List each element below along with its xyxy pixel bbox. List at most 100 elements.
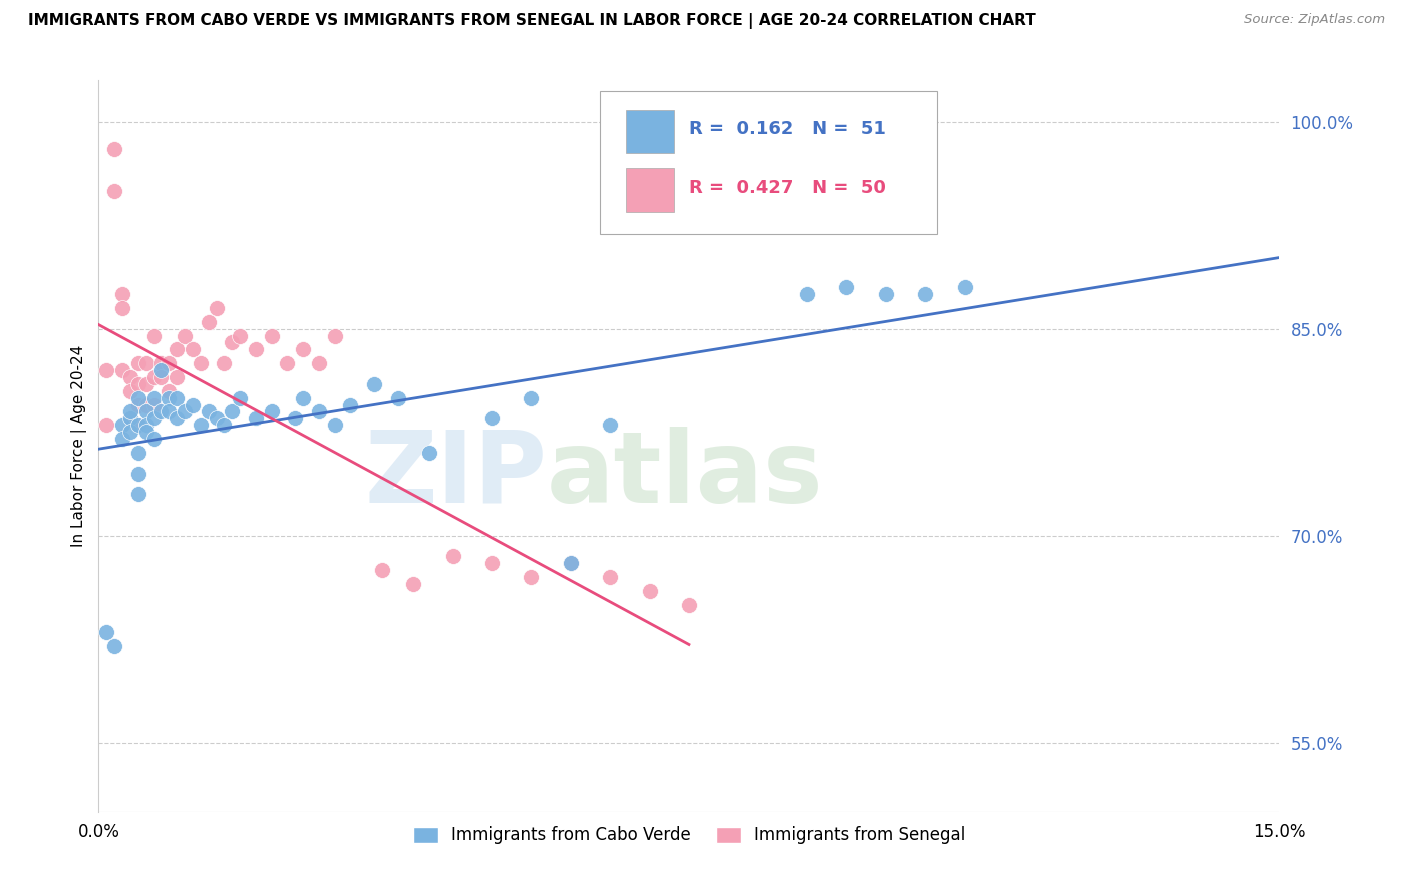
Point bbox=[520, 391, 543, 405]
Point bbox=[197, 404, 219, 418]
Point bbox=[835, 280, 858, 294]
Point bbox=[135, 376, 157, 391]
Point bbox=[142, 328, 165, 343]
Point bbox=[678, 598, 700, 612]
Point bbox=[118, 411, 141, 425]
Point bbox=[953, 280, 976, 294]
Point bbox=[875, 287, 897, 301]
Point bbox=[292, 391, 315, 405]
Point bbox=[560, 557, 582, 571]
Point bbox=[323, 328, 346, 343]
Point bbox=[127, 418, 149, 433]
Point bbox=[190, 418, 212, 433]
Point bbox=[229, 391, 252, 405]
Point bbox=[127, 356, 149, 370]
Point bbox=[103, 184, 125, 198]
FancyBboxPatch shape bbox=[600, 91, 936, 234]
Point bbox=[111, 432, 134, 446]
Point bbox=[166, 370, 188, 384]
Point bbox=[96, 363, 118, 377]
Point bbox=[481, 557, 503, 571]
Point bbox=[205, 411, 228, 425]
Point bbox=[135, 418, 157, 433]
Point bbox=[157, 356, 180, 370]
Text: Source: ZipAtlas.com: Source: ZipAtlas.com bbox=[1244, 13, 1385, 27]
Point bbox=[127, 398, 149, 412]
Point bbox=[118, 411, 141, 425]
Point bbox=[135, 425, 157, 440]
Point bbox=[111, 287, 134, 301]
Point bbox=[284, 411, 307, 425]
Point bbox=[111, 363, 134, 377]
Point bbox=[402, 577, 425, 591]
Point bbox=[127, 467, 149, 481]
Point bbox=[292, 343, 315, 357]
Text: ZIP: ZIP bbox=[364, 426, 547, 524]
Point bbox=[118, 370, 141, 384]
Point bbox=[127, 446, 149, 460]
Point bbox=[339, 398, 361, 412]
Point bbox=[638, 583, 661, 598]
Point bbox=[308, 356, 330, 370]
Point bbox=[111, 418, 134, 433]
Point bbox=[260, 404, 283, 418]
Point bbox=[103, 639, 125, 653]
Point bbox=[214, 356, 236, 370]
Point bbox=[166, 411, 188, 425]
Point bbox=[174, 328, 197, 343]
Point bbox=[157, 404, 180, 418]
Point bbox=[150, 404, 173, 418]
Point bbox=[599, 418, 621, 433]
Point bbox=[157, 391, 180, 405]
Point bbox=[127, 487, 149, 501]
Point bbox=[127, 376, 149, 391]
Point bbox=[221, 335, 243, 350]
Point bbox=[418, 446, 440, 460]
Point bbox=[481, 411, 503, 425]
Text: atlas: atlas bbox=[547, 426, 824, 524]
Point bbox=[347, 846, 370, 860]
Point bbox=[127, 418, 149, 433]
Point bbox=[142, 398, 165, 412]
Point bbox=[157, 384, 180, 398]
Point bbox=[142, 391, 165, 405]
Point bbox=[441, 549, 464, 564]
FancyBboxPatch shape bbox=[626, 110, 673, 153]
Point bbox=[229, 328, 252, 343]
Point bbox=[520, 570, 543, 584]
Point bbox=[135, 404, 157, 418]
Point bbox=[96, 418, 118, 433]
Text: R =  0.162   N =  51: R = 0.162 N = 51 bbox=[689, 120, 886, 138]
Point bbox=[142, 432, 165, 446]
Point bbox=[205, 301, 228, 315]
Y-axis label: In Labor Force | Age 20-24: In Labor Force | Age 20-24 bbox=[72, 345, 87, 547]
FancyBboxPatch shape bbox=[626, 168, 673, 212]
Point bbox=[103, 142, 125, 156]
Point bbox=[135, 356, 157, 370]
Point bbox=[118, 425, 141, 440]
Point bbox=[190, 356, 212, 370]
Legend: Immigrants from Cabo Verde, Immigrants from Senegal: Immigrants from Cabo Verde, Immigrants f… bbox=[406, 820, 972, 851]
Point bbox=[142, 411, 165, 425]
Text: IMMIGRANTS FROM CABO VERDE VS IMMIGRANTS FROM SENEGAL IN LABOR FORCE | AGE 20-24: IMMIGRANTS FROM CABO VERDE VS IMMIGRANTS… bbox=[28, 13, 1036, 29]
Point bbox=[323, 418, 346, 433]
Point bbox=[166, 391, 188, 405]
Point bbox=[796, 287, 818, 301]
Point bbox=[371, 563, 394, 577]
Point bbox=[111, 301, 134, 315]
Point bbox=[308, 404, 330, 418]
Point bbox=[560, 557, 582, 571]
Point bbox=[599, 570, 621, 584]
Point bbox=[181, 398, 204, 412]
Point bbox=[118, 404, 141, 418]
Point bbox=[166, 343, 188, 357]
Point bbox=[150, 363, 173, 377]
Point bbox=[276, 356, 298, 370]
Point bbox=[135, 398, 157, 412]
Point bbox=[127, 391, 149, 405]
Point bbox=[197, 315, 219, 329]
Point bbox=[150, 370, 173, 384]
Point bbox=[914, 287, 936, 301]
Point bbox=[221, 404, 243, 418]
Point bbox=[142, 370, 165, 384]
